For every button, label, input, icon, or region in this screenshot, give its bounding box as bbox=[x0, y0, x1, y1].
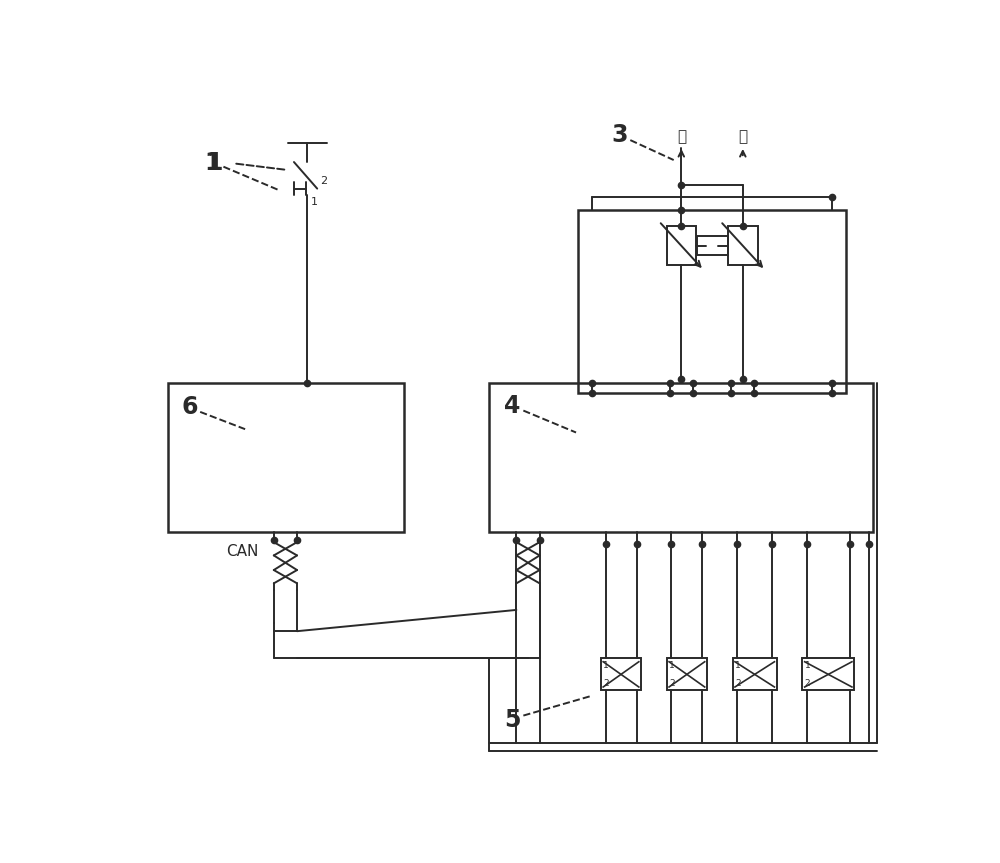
Text: 1: 1 bbox=[603, 661, 609, 670]
Text: 2: 2 bbox=[320, 176, 327, 186]
Text: 5: 5 bbox=[504, 709, 521, 732]
Text: 1: 1 bbox=[805, 661, 810, 670]
Bar bbox=[667, 658, 707, 690]
Text: CAN: CAN bbox=[226, 545, 258, 559]
Bar bbox=[728, 226, 758, 265]
Text: 2: 2 bbox=[735, 679, 741, 689]
Bar bbox=[578, 210, 846, 393]
Bar bbox=[802, 658, 854, 690]
Bar bbox=[601, 658, 641, 690]
Text: 1: 1 bbox=[669, 661, 675, 670]
Text: 2: 2 bbox=[603, 679, 609, 689]
Bar bbox=[667, 226, 696, 265]
Text: 1: 1 bbox=[735, 661, 741, 670]
Bar bbox=[733, 658, 777, 690]
Text: 1: 1 bbox=[311, 197, 318, 207]
Bar bbox=[697, 236, 728, 255]
Text: 2: 2 bbox=[669, 679, 675, 689]
Text: 3: 3 bbox=[611, 123, 628, 148]
Bar bbox=[168, 382, 404, 532]
Text: 左: 左 bbox=[677, 129, 686, 144]
Text: 1: 1 bbox=[204, 151, 221, 175]
Text: 4: 4 bbox=[504, 394, 521, 418]
Text: 右: 右 bbox=[738, 129, 747, 144]
Text: 6: 6 bbox=[181, 395, 198, 419]
Bar bbox=[489, 382, 873, 532]
Text: 2: 2 bbox=[805, 679, 810, 689]
Text: 1: 1 bbox=[206, 151, 222, 175]
